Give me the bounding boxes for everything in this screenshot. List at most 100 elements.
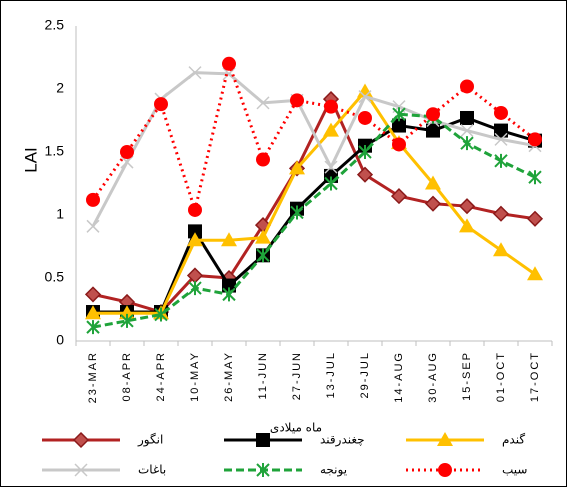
x-tick-label: 01-OCT (495, 351, 507, 402)
series-line (93, 89, 536, 315)
marker (426, 107, 440, 122)
marker (85, 305, 101, 320)
marker (120, 155, 134, 169)
marker (527, 266, 543, 281)
marker (255, 229, 271, 244)
legend-label: باغات (138, 463, 166, 477)
marker (324, 160, 338, 174)
marker (392, 118, 406, 133)
marker (323, 122, 339, 137)
marker (358, 145, 372, 159)
marker (324, 99, 338, 114)
series-line (91, 58, 536, 216)
y-tick-label: 0.5 (45, 269, 65, 285)
marker (256, 152, 270, 167)
marker (424, 195, 442, 212)
x-tick-label: 17-OCT (529, 351, 541, 402)
marker (86, 320, 100, 335)
x-tick-label: 13-JUL (325, 351, 337, 398)
x-axis-title: ماه میلادی (270, 421, 322, 435)
x-tick-label: 24-APR (155, 351, 167, 402)
marker (120, 145, 134, 159)
legend-marker (72, 431, 90, 449)
y-tick-label: 1.5 (45, 143, 65, 159)
marker (289, 160, 305, 175)
marker (494, 105, 508, 120)
marker (222, 278, 236, 293)
marker (188, 66, 202, 80)
marker (358, 90, 372, 104)
marker (86, 219, 100, 233)
legend-marker (437, 432, 453, 446)
marker (528, 170, 542, 185)
marker (493, 242, 509, 257)
marker (494, 153, 508, 168)
x-tick-label: 26-MAY (223, 351, 235, 402)
marker (290, 93, 304, 108)
marker (222, 56, 236, 71)
marker (188, 224, 202, 239)
marker (460, 110, 474, 125)
legend-label: چغندرقند (320, 433, 365, 448)
marker (221, 232, 237, 247)
x-tick-label: 15-SEP (461, 351, 473, 401)
marker (188, 202, 202, 217)
marker (356, 166, 374, 183)
legend-marker (256, 463, 270, 477)
legend-label: سیب (502, 463, 527, 477)
legend-marker (74, 463, 88, 477)
x-tick-label: 14-AUG (393, 351, 405, 403)
legend-label: یونجه (320, 463, 347, 478)
marker (494, 123, 508, 138)
legend-marker (438, 463, 452, 477)
marker (392, 107, 406, 122)
series (86, 107, 542, 335)
marker (120, 313, 134, 328)
marker (458, 198, 476, 215)
y-tick-label: 1 (56, 206, 64, 222)
marker (154, 307, 168, 322)
x-tick-label: 30-AUG (427, 351, 439, 403)
marker (526, 210, 544, 227)
marker (187, 232, 203, 247)
marker (426, 123, 440, 138)
marker (256, 96, 270, 110)
marker (494, 132, 508, 146)
marker (392, 137, 406, 152)
marker (290, 205, 304, 220)
marker (460, 79, 474, 94)
y-axis-title: LAI (21, 147, 40, 173)
marker (492, 205, 510, 222)
marker (324, 176, 338, 191)
marker (222, 287, 236, 302)
marker (528, 132, 542, 147)
marker (358, 110, 372, 125)
marker (84, 286, 102, 303)
x-tick-label: 23-MAR (87, 351, 99, 403)
marker (459, 218, 475, 233)
legend-marker (256, 433, 270, 447)
marker (256, 248, 270, 263)
y-tick-label: 2 (56, 80, 64, 96)
x-tick-label: 10-MAY (189, 351, 201, 402)
series (86, 56, 542, 217)
series-line (91, 71, 536, 228)
marker (460, 124, 474, 138)
marker (222, 67, 236, 81)
y-tick-label: 2.5 (45, 17, 65, 33)
marker (357, 83, 373, 98)
y-tick-label: 0 (56, 332, 64, 348)
x-tick-label: 29-JUL (359, 351, 371, 398)
marker (425, 175, 441, 190)
marker (154, 97, 168, 112)
legend-label: انگور (137, 433, 163, 448)
x-tick-label: 08-APR (121, 351, 133, 402)
marker (390, 188, 408, 205)
marker (86, 192, 100, 207)
legend-label: گندم (502, 433, 525, 447)
marker (188, 281, 202, 296)
x-tick-label: 27-JUN (291, 351, 303, 400)
x-tick-label: 11-JUN (257, 351, 269, 399)
